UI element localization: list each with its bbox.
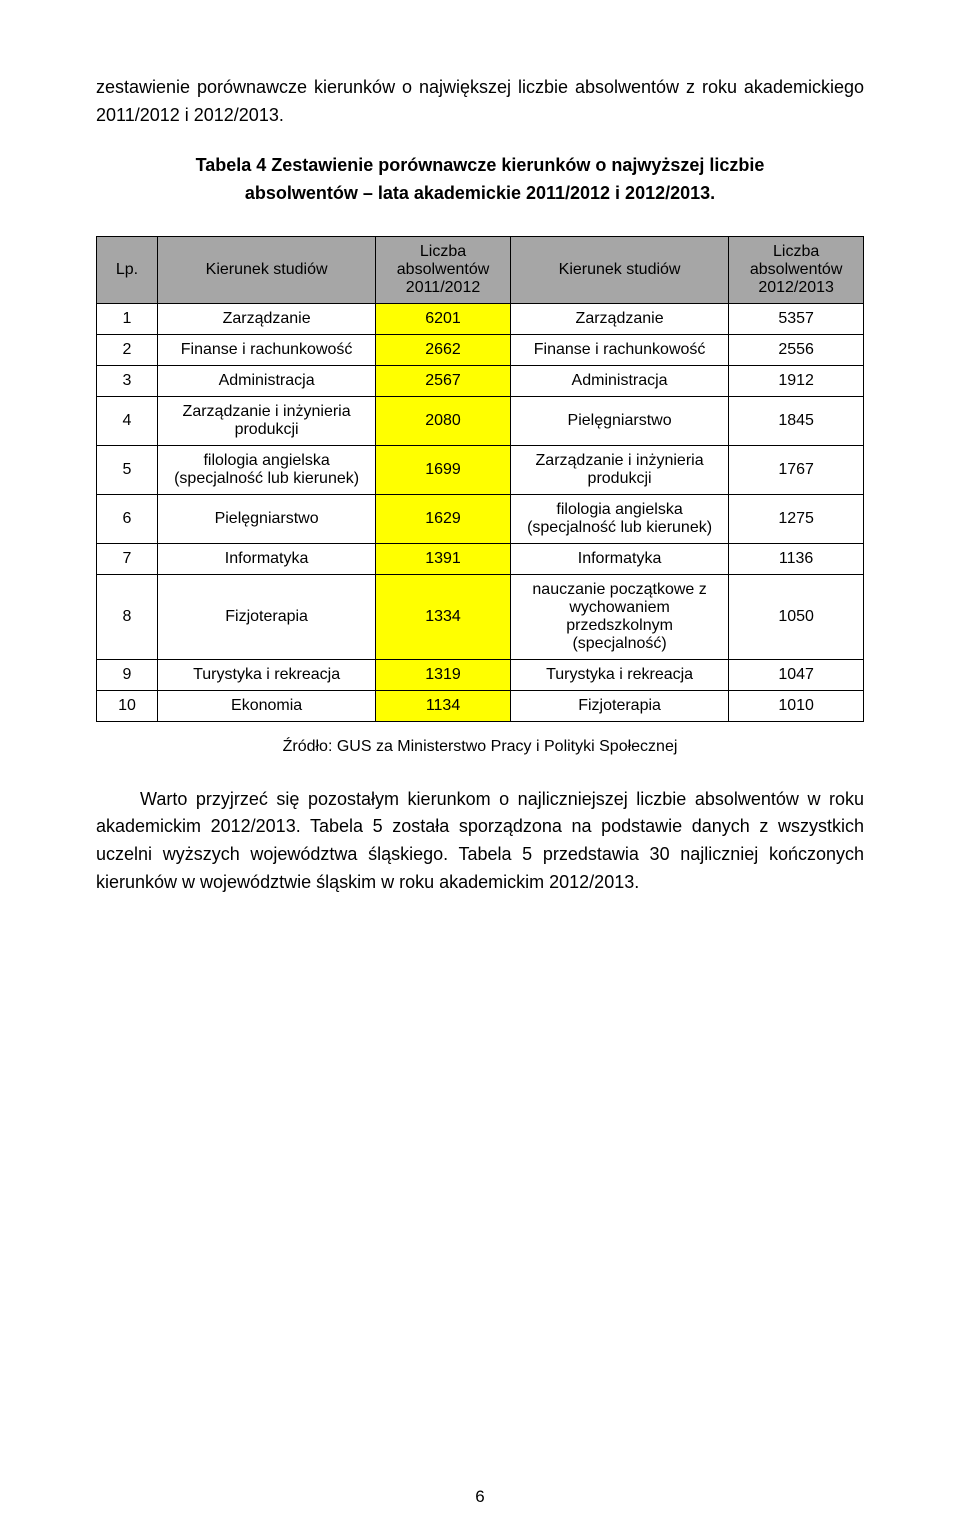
col-liczba-2: Liczba absolwentów 2012/2013 (729, 236, 864, 303)
cell-k1: Finanse i rachunkowość (158, 334, 376, 365)
cell-n1: 2662 (376, 334, 511, 365)
cell-lp: 10 (97, 690, 158, 721)
cell-n2: 1275 (729, 494, 864, 543)
cell-k2: Pielęgniarstwo (510, 396, 728, 445)
table-row: 6 Pielęgniarstwo 1629 filologia angielsk… (97, 494, 864, 543)
cell-k2: Zarządzanie i inżynieria produkcji (510, 445, 728, 494)
cell-lp: 7 (97, 543, 158, 574)
table4-header-row: Lp. Kierunek studiów Liczba absolwentów … (97, 236, 864, 303)
cell-n2: 1010 (729, 690, 864, 721)
cell-lp: 5 (97, 445, 158, 494)
cell-n1: 1391 (376, 543, 511, 574)
paragraph-analysis: Warto przyjrzeć się pozostałym kierunkom… (96, 786, 864, 898)
cell-k2: Administracja (510, 365, 728, 396)
cell-n2: 1136 (729, 543, 864, 574)
cell-n2: 1050 (729, 574, 864, 659)
col-lp: Lp. (97, 236, 158, 303)
table4: Lp. Kierunek studiów Liczba absolwentów … (96, 236, 864, 722)
cell-n1: 2080 (376, 396, 511, 445)
table-row: 2 Finanse i rachunkowość 2662 Finanse i … (97, 334, 864, 365)
page-number: 6 (0, 1487, 960, 1507)
cell-lp: 1 (97, 303, 158, 334)
table-row: 4 Zarządzanie i inżynieria produkcji 208… (97, 396, 864, 445)
cell-lp: 6 (97, 494, 158, 543)
table-row: 7 Informatyka 1391 Informatyka 1136 (97, 543, 864, 574)
cell-k1: Fizjoterapia (158, 574, 376, 659)
table-row: 3 Administracja 2567 Administracja 1912 (97, 365, 864, 396)
cell-k2: Turystyka i rekreacja (510, 659, 728, 690)
cell-lp: 4 (97, 396, 158, 445)
cell-k1: Administracja (158, 365, 376, 396)
page: zestawienie porównawcze kierunków o najw… (0, 0, 960, 1537)
cell-n2: 1767 (729, 445, 864, 494)
table-row: 1 Zarządzanie 6201 Zarządzanie 5357 (97, 303, 864, 334)
cell-n1: 1334 (376, 574, 511, 659)
cell-k1: filologia angielska (specjalność lub kie… (158, 445, 376, 494)
cell-n2: 1047 (729, 659, 864, 690)
cell-k2: Zarządzanie (510, 303, 728, 334)
cell-lp: 9 (97, 659, 158, 690)
cell-k2: nauczanie początkowe z wychowaniem przed… (510, 574, 728, 659)
intro-text: zestawienie porównawcze kierunków o najw… (96, 74, 864, 130)
cell-lp: 3 (97, 365, 158, 396)
cell-k2: Informatyka (510, 543, 728, 574)
cell-k2: Finanse i rachunkowość (510, 334, 728, 365)
table4-caption-line1: Tabela 4 Zestawienie porównawcze kierunk… (196, 155, 765, 175)
cell-k1: Pielęgniarstwo (158, 494, 376, 543)
col-kierunek-1: Kierunek studiów (158, 236, 376, 303)
cell-lp: 2 (97, 334, 158, 365)
cell-n1: 1134 (376, 690, 511, 721)
table-row: 9 Turystyka i rekreacja 1319 Turystyka i… (97, 659, 864, 690)
col-liczba-1: Liczba absolwentów 2011/2012 (376, 236, 511, 303)
cell-n1: 6201 (376, 303, 511, 334)
table4-caption: Tabela 4 Zestawienie porównawcze kierunk… (96, 152, 864, 208)
cell-n2: 1845 (729, 396, 864, 445)
cell-n1: 1699 (376, 445, 511, 494)
table4-caption-line2: absolwentów – lata akademickie 2011/2012… (245, 183, 715, 203)
cell-n1: 1629 (376, 494, 511, 543)
cell-n2: 1912 (729, 365, 864, 396)
table-row: 10 Ekonomia 1134 Fizjoterapia 1010 (97, 690, 864, 721)
cell-n1: 1319 (376, 659, 511, 690)
table-row: 5 filologia angielska (specjalność lub k… (97, 445, 864, 494)
cell-k1: Zarządzanie (158, 303, 376, 334)
table-row: 8 Fizjoterapia 1334 nauczanie początkowe… (97, 574, 864, 659)
cell-k2: Fizjoterapia (510, 690, 728, 721)
cell-k1: Zarządzanie i inżynieria produkcji (158, 396, 376, 445)
cell-k2: filologia angielska (specjalność lub kie… (510, 494, 728, 543)
cell-n1: 2567 (376, 365, 511, 396)
table4-body: 1 Zarządzanie 6201 Zarządzanie 5357 2 Fi… (97, 303, 864, 721)
table4-source: Źródło: GUS za Ministerstwo Pracy i Poli… (96, 738, 864, 756)
cell-k1: Ekonomia (158, 690, 376, 721)
col-kierunek-2: Kierunek studiów (510, 236, 728, 303)
cell-n2: 2556 (729, 334, 864, 365)
cell-n2: 5357 (729, 303, 864, 334)
cell-k1: Turystyka i rekreacja (158, 659, 376, 690)
cell-k1: Informatyka (158, 543, 376, 574)
cell-lp: 8 (97, 574, 158, 659)
